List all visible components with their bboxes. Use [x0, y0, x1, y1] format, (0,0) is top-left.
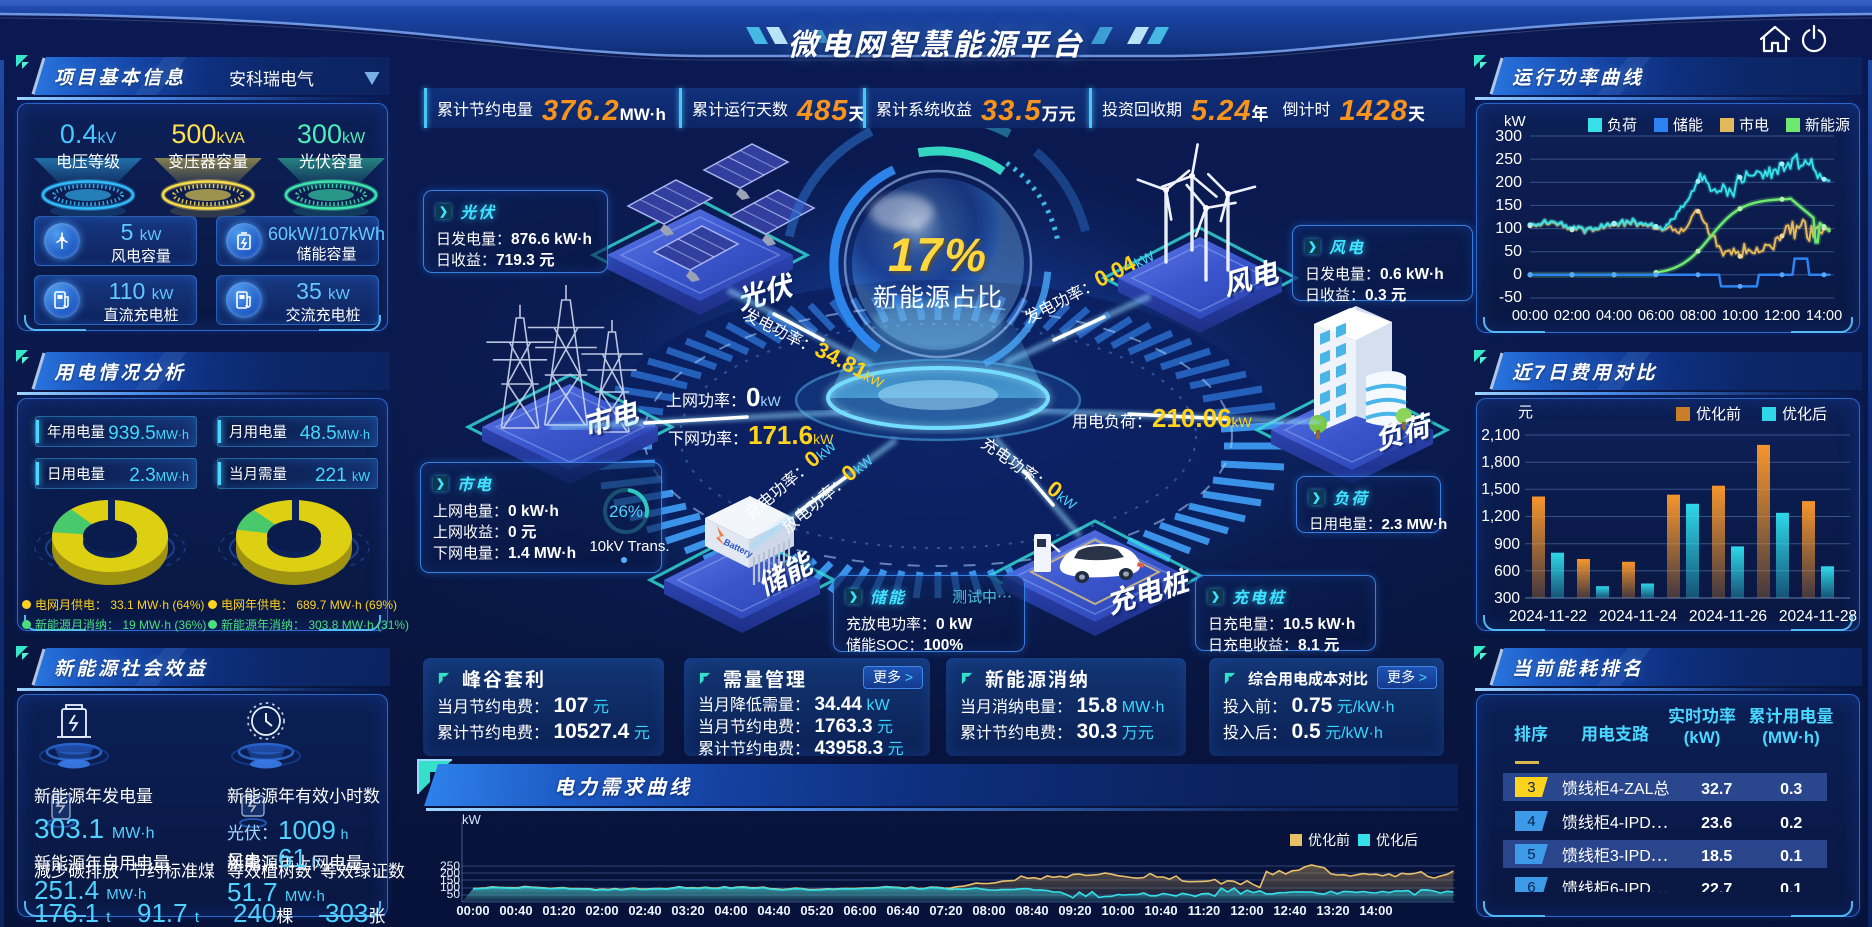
- svg-text:250: 250: [440, 857, 460, 874]
- svg-text:03:20: 03:20: [671, 900, 704, 919]
- svg-text:负荷: 负荷: [1607, 114, 1637, 135]
- svg-text:用电负荷：210.06kW: 用电负荷：210.06kW: [1072, 398, 1253, 435]
- svg-text:200: 200: [1495, 168, 1522, 192]
- svg-text:优化后: 优化后: [1782, 403, 1827, 424]
- svg-text:02:00: 02:00: [585, 900, 618, 919]
- svg-text:06:00: 06:00: [1638, 304, 1674, 325]
- svg-text:250: 250: [1495, 145, 1522, 169]
- svg-text:市电: 市电: [1739, 114, 1769, 135]
- svg-text:2024-11-24: 2024-11-24: [1599, 604, 1678, 626]
- svg-text:17%: 17%: [888, 216, 988, 285]
- svg-text:150: 150: [1495, 191, 1522, 215]
- svg-text:50: 50: [1504, 237, 1522, 261]
- svg-text:14:00: 14:00: [1806, 304, 1842, 325]
- svg-text:12:40: 12:40: [1273, 900, 1306, 919]
- svg-text:00:00: 00:00: [1512, 304, 1548, 325]
- svg-text:2024-11-26: 2024-11-26: [1689, 604, 1767, 626]
- svg-text:优化前: 优化前: [1308, 830, 1350, 850]
- svg-text:1,800: 1,800: [1481, 450, 1520, 472]
- svg-text:00:40: 00:40: [499, 900, 532, 919]
- svg-text:01:20: 01:20: [542, 900, 575, 919]
- svg-text:2,100: 2,100: [1481, 423, 1520, 445]
- svg-text:08:00: 08:00: [1680, 304, 1716, 325]
- svg-text:10:40: 10:40: [1144, 900, 1177, 919]
- svg-text:2024-11-22: 2024-11-22: [1509, 604, 1587, 626]
- svg-text:300: 300: [1494, 586, 1520, 608]
- svg-text:150: 150: [440, 871, 460, 888]
- svg-text:kW: kW: [462, 810, 482, 828]
- svg-text:14:00: 14:00: [1359, 900, 1392, 919]
- svg-text:900: 900: [1494, 532, 1520, 554]
- svg-text:07:20: 07:20: [929, 900, 962, 919]
- svg-text:200: 200: [440, 864, 460, 881]
- svg-text:新能源占比: 新能源占比: [873, 278, 1003, 314]
- svg-text:新能源: 新能源: [1805, 114, 1850, 135]
- svg-text:100: 100: [440, 878, 460, 895]
- svg-text:0: 0: [1513, 260, 1522, 284]
- svg-text:09:20: 09:20: [1058, 900, 1091, 919]
- svg-text:12:00: 12:00: [1764, 304, 1800, 325]
- svg-text:-50: -50: [1499, 283, 1522, 307]
- svg-text:2024-11-28: 2024-11-28: [1779, 604, 1857, 626]
- svg-text:300: 300: [1495, 122, 1522, 146]
- svg-text:100: 100: [1495, 214, 1522, 238]
- svg-text:600: 600: [1494, 559, 1520, 581]
- svg-text:1,500: 1,500: [1481, 477, 1520, 499]
- svg-text:02:00: 02:00: [1554, 304, 1590, 325]
- svg-text:04:40: 04:40: [757, 900, 790, 919]
- svg-text:06:40: 06:40: [886, 900, 919, 919]
- svg-text:储能: 储能: [1673, 114, 1703, 135]
- svg-text:kW: kW: [1504, 110, 1527, 131]
- svg-text:元: 元: [1518, 401, 1533, 422]
- svg-text:02:40: 02:40: [628, 900, 661, 919]
- svg-text:08:00: 08:00: [972, 900, 1005, 919]
- svg-text:04:00: 04:00: [1596, 304, 1632, 325]
- svg-text:00:00: 00:00: [456, 900, 489, 919]
- svg-text:优化后: 优化后: [1376, 830, 1418, 850]
- svg-text:08:40: 08:40: [1015, 900, 1048, 919]
- svg-text:26%: 26%: [609, 502, 643, 521]
- svg-text:10:00: 10:00: [1722, 304, 1758, 325]
- svg-text:优化前: 优化前: [1696, 403, 1741, 424]
- svg-text:13:20: 13:20: [1316, 900, 1349, 919]
- svg-text:06:00: 06:00: [843, 900, 876, 919]
- svg-text:05:20: 05:20: [800, 900, 833, 919]
- svg-text:04:00: 04:00: [714, 900, 747, 919]
- svg-text:50: 50: [447, 885, 461, 902]
- svg-text:1,200: 1,200: [1481, 504, 1520, 526]
- svg-text:11:20: 11:20: [1188, 900, 1221, 919]
- svg-text:10:00: 10:00: [1101, 900, 1134, 919]
- svg-text:12:00: 12:00: [1230, 900, 1263, 919]
